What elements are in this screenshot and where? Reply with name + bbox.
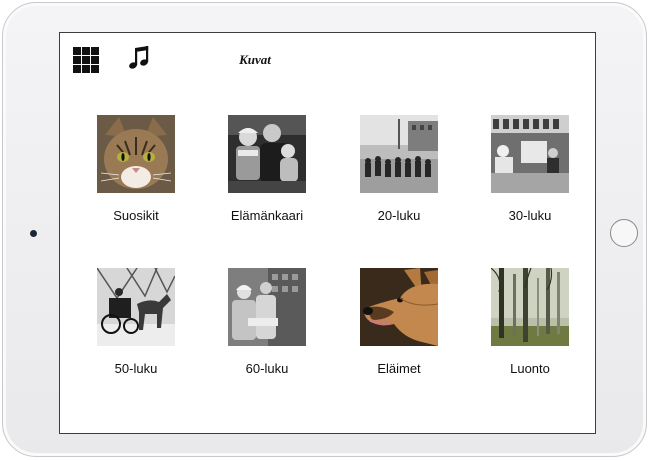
category-tile-50-luku[interactable]: 50-luku <box>81 268 191 376</box>
front-camera <box>30 230 37 237</box>
category-tile-elaimet[interactable]: Eläimet <box>344 268 454 376</box>
screen: Kuvat Suosikit <box>59 32 596 434</box>
music-note-icon[interactable] <box>125 43 155 73</box>
family-photo-thumbnail <box>228 115 306 193</box>
misty-forest-thumbnail <box>491 268 569 346</box>
grid-menu-icon[interactable] <box>73 47 99 73</box>
category-label: Eläimet <box>344 361 454 376</box>
women-market-thumbnail <box>228 268 306 346</box>
tablet-frame: Kuvat Suosikit <box>2 2 647 457</box>
page-title: Kuvat <box>220 52 290 68</box>
category-label: 50-luku <box>81 361 191 376</box>
category-label: Elämänkaari <box>212 208 322 223</box>
shop-interior-thumbnail <box>491 115 569 193</box>
category-label: 20-luku <box>344 208 454 223</box>
category-tile-20-luku[interactable]: 20-luku <box>344 115 454 223</box>
cat-face-thumbnail <box>97 115 175 193</box>
dog-face-thumbnail <box>360 268 438 346</box>
category-tile-elamankaari[interactable]: Elämänkaari <box>212 115 322 223</box>
category-label: 30-luku <box>475 208 585 223</box>
category-label: 60-luku <box>212 361 322 376</box>
crowd-street-thumbnail <box>360 115 438 193</box>
category-label: Suosikit <box>81 208 191 223</box>
category-tile-suosikit[interactable]: Suosikit <box>81 115 191 223</box>
horse-carriage-thumbnail <box>97 268 175 346</box>
category-tile-luonto[interactable]: Luonto <box>475 268 585 376</box>
category-label: Luonto <box>475 361 585 376</box>
category-tile-60-luku[interactable]: 60-luku <box>212 268 322 376</box>
home-button[interactable] <box>610 219 638 247</box>
category-tile-30-luku[interactable]: 30-luku <box>475 115 585 223</box>
